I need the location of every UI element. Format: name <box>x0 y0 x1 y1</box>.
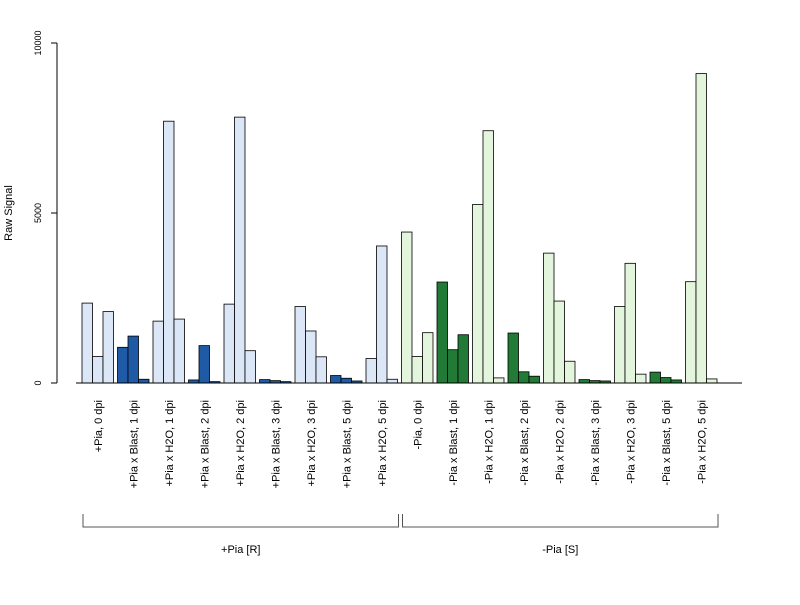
bar <box>102 311 114 384</box>
x-tick-label: -Pia x H2O, 3 dpi <box>625 400 637 484</box>
bar <box>117 346 129 384</box>
bar <box>138 378 150 384</box>
bar <box>198 345 210 384</box>
bar <box>386 378 398 384</box>
bar <box>244 350 256 384</box>
bar <box>365 358 377 384</box>
y-tick-label: 0 <box>33 380 43 385</box>
bar <box>614 306 626 384</box>
x-tick-label: +Pia x Blast, 3 dpi <box>270 400 282 488</box>
bars-layer <box>81 73 718 384</box>
x-tick-label: -Pia x Blast, 3 dpi <box>590 400 602 486</box>
x-tick-label: -Pia x H2O, 2 dpi <box>554 400 566 484</box>
bar <box>401 231 413 384</box>
x-tick-label: +Pia x Blast, 1 dpi <box>128 400 140 488</box>
bar <box>624 262 636 384</box>
bar <box>294 306 306 384</box>
bar <box>482 130 494 384</box>
x-tick-label: +Pia x Blast, 2 dpi <box>199 400 211 488</box>
bar <box>685 281 697 384</box>
x-tick-label: -Pia x Blast, 5 dpi <box>661 400 673 486</box>
y-tick-label: 10000 <box>33 30 43 55</box>
bar <box>173 318 185 384</box>
bar <box>528 375 540 384</box>
bar <box>472 204 484 384</box>
x-tick-labels: +Pia, 0 dpi +Pia x Blast, 1 dpi +Pia x H2O… <box>93 400 709 488</box>
bar <box>234 116 246 384</box>
y-axis: 0 5000 10000 <box>33 30 58 386</box>
bar <box>340 377 352 384</box>
x-tick-label: +Pia x Blast, 5 dpi <box>341 400 353 488</box>
group-brackets: +Pia [R] -Pia [S] <box>82 514 719 556</box>
bar <box>695 73 707 384</box>
bar <box>330 375 342 384</box>
bar <box>553 300 565 384</box>
bar <box>447 349 459 384</box>
x-tick-label: +Pia, 0 dpi <box>93 400 105 452</box>
x-tick-label: +Pia x H2O, 1 dpi <box>164 400 176 487</box>
x-tick-label: -Pia, 0 dpi <box>412 400 424 450</box>
group-label: -Pia [S] <box>542 544 578 556</box>
bar <box>649 371 661 384</box>
bar <box>315 356 327 384</box>
bar <box>660 377 672 384</box>
bar <box>92 356 104 384</box>
bar <box>163 120 175 384</box>
x-tick-label: -Pia x Blast, 1 dpi <box>448 400 460 486</box>
group-label: +Pia [R] <box>221 544 260 556</box>
bar <box>564 360 576 384</box>
bar <box>376 245 388 384</box>
bar <box>543 252 555 384</box>
x-tick-label: +Pia x H2O, 5 dpi <box>377 400 389 487</box>
bar <box>127 335 139 384</box>
bar <box>706 378 718 384</box>
x-tick-label: -Pia x H2O, 5 dpi <box>696 400 708 484</box>
y-axis-label: Raw Signal <box>3 185 15 241</box>
group-bracket <box>82 514 399 528</box>
bar <box>436 281 448 384</box>
x-tick-label: +Pia x H2O, 3 dpi <box>306 400 318 487</box>
bar <box>635 373 647 384</box>
y-tick-label: 5000 <box>33 203 43 223</box>
x-tick-label: -Pia x Blast, 2 dpi <box>519 400 531 486</box>
bar <box>223 303 235 384</box>
x-tick-label: -Pia x H2O, 1 dpi <box>483 400 495 484</box>
bar <box>422 332 434 384</box>
x-tick-label: +Pia x H2O, 2 dpi <box>235 400 247 487</box>
bar <box>518 371 530 384</box>
bar <box>305 330 317 384</box>
bar <box>457 334 469 384</box>
bar <box>411 356 423 384</box>
bar <box>493 377 505 384</box>
bar <box>507 332 519 384</box>
bar <box>578 379 590 384</box>
group-bracket <box>402 514 719 528</box>
bar <box>259 379 271 384</box>
bar <box>152 320 164 384</box>
bar <box>81 302 93 384</box>
